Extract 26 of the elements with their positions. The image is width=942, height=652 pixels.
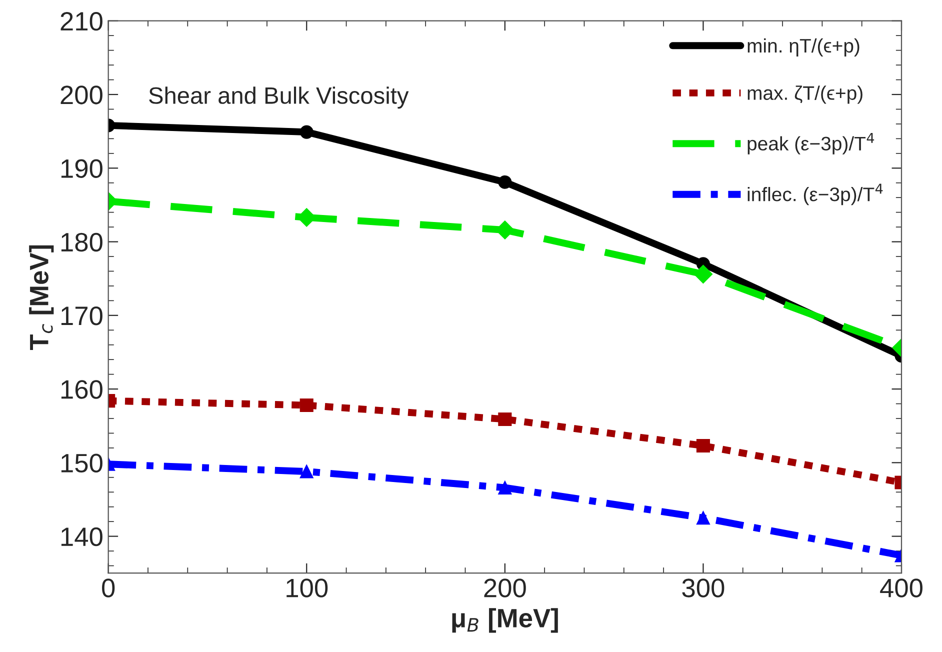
point <box>498 412 512 426</box>
point <box>694 264 713 284</box>
x-tick-label: 400 <box>880 578 922 598</box>
annotation: Shear and Bulk Viscosity <box>149 86 409 109</box>
x-tick-label: 300 <box>682 578 724 598</box>
y-axis-title: T$_{c}$ [MeV] <box>29 245 54 350</box>
y-tick-label: 170 <box>61 306 102 326</box>
legend-label: max. ζT/(ϵ+p) <box>748 86 862 104</box>
legend-label: min. ηT/(ϵ+p) <box>748 38 860 56</box>
x-tick-label: 100 <box>286 578 328 598</box>
x-axis-title: μ$_{B}$ [MeV] <box>452 608 558 633</box>
x-tick-label: 200 <box>484 578 526 598</box>
point <box>498 480 512 494</box>
point <box>696 438 710 452</box>
y-tick-label: 210 <box>60 12 102 31</box>
point <box>696 511 710 525</box>
y-tick-label: 150 <box>61 454 102 472</box>
x-tick-label: 0 <box>102 578 115 598</box>
legend-label: inflec. (ε−3p)/T$^{4}$ <box>748 184 883 206</box>
y-tick-label: 140 <box>61 527 102 546</box>
legend-label: peak (ε−3p)/T$^{4}$ <box>748 132 874 154</box>
y-tick-label: 180 <box>61 232 102 252</box>
y-tick-label: 160 <box>61 380 102 399</box>
y-tick-label: 190 <box>61 159 102 178</box>
point <box>498 175 512 189</box>
y-tick-label: 200 <box>60 86 102 104</box>
